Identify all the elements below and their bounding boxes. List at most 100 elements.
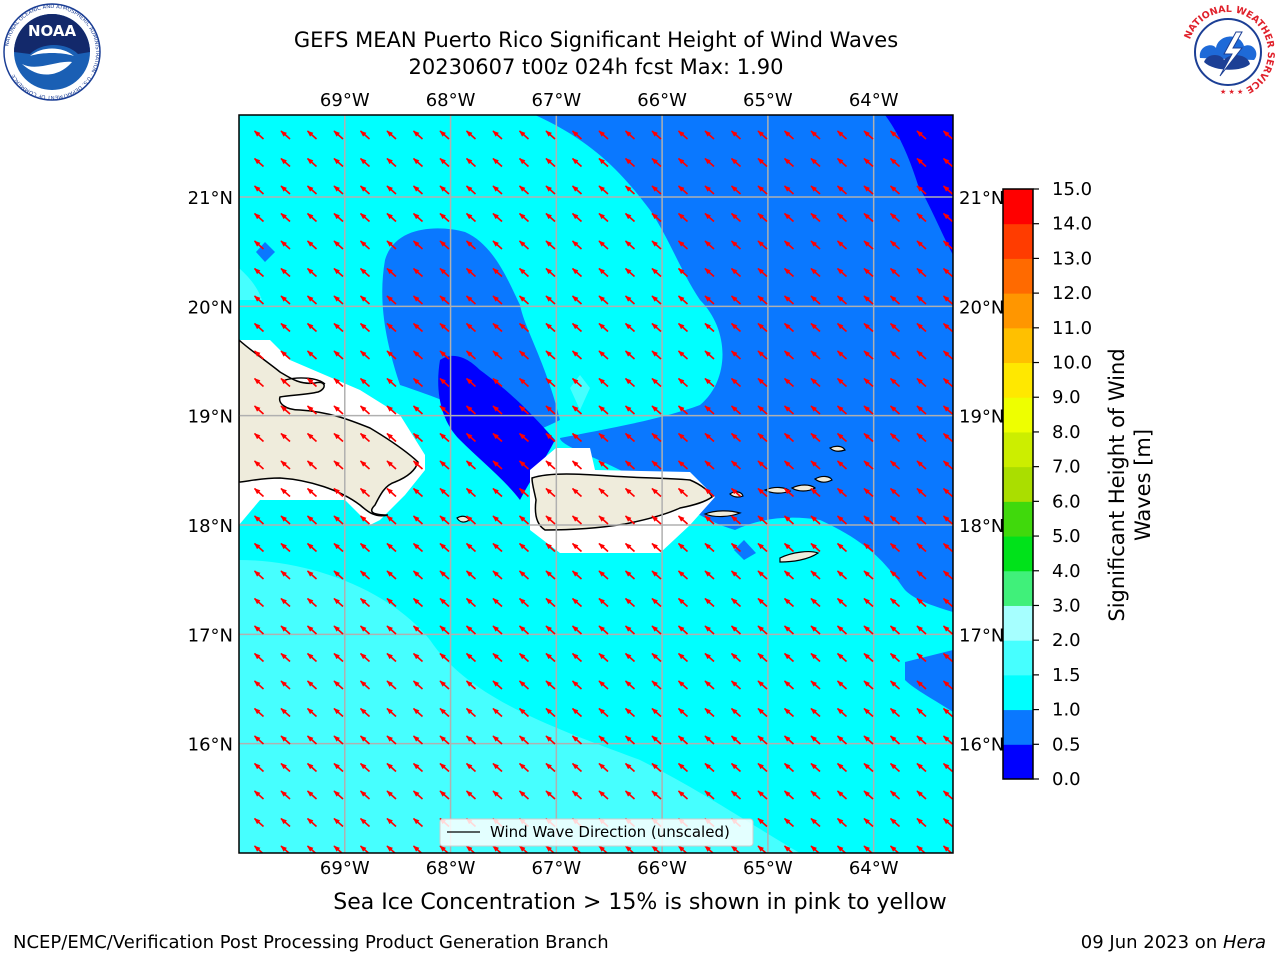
wave-direction-arrow	[889, 212, 901, 223]
colorbar-tick-label: 0.0	[1052, 769, 1081, 790]
wave-direction-arrow	[810, 570, 821, 580]
wave-direction-arrow	[386, 267, 397, 278]
wave-direction-arrow	[730, 707, 742, 718]
wave-direction-arrow	[942, 542, 953, 553]
wave-direction-arrow	[359, 707, 371, 718]
wave-direction-arrow	[412, 157, 424, 168]
wave-direction-arrow	[465, 680, 477, 690]
wave-direction-arrow	[386, 157, 397, 168]
wave-direction-arrow	[518, 460, 530, 470]
wave-direction-arrow	[916, 157, 927, 168]
wave-direction-arrow	[571, 460, 583, 470]
wave-direction-arrow	[280, 240, 291, 250]
wave-direction-arrow	[386, 735, 397, 745]
wave-direction-arrow	[545, 680, 556, 690]
wave-direction-arrow	[598, 487, 609, 498]
wave-direction-arrow	[942, 267, 953, 278]
wave-direction-arrow	[518, 652, 530, 663]
wave-direction-arrow	[757, 405, 768, 415]
wave-direction-arrow	[545, 377, 556, 388]
colorbar-segment	[1003, 570, 1033, 606]
wave-direction-arrow	[492, 405, 503, 415]
wave-direction-arrow	[810, 377, 821, 388]
wave-direction-arrow	[836, 515, 848, 525]
wave-direction-arrow	[836, 790, 848, 800]
wave-direction-arrow	[571, 432, 583, 443]
wave-direction-arrow	[492, 625, 503, 635]
wave-direction-arrow	[545, 322, 556, 333]
wave-direction-arrow	[942, 790, 953, 800]
wave-direction-arrow	[571, 322, 583, 333]
wave-direction-arrow	[253, 130, 265, 140]
wave-direction-arrow	[810, 185, 821, 195]
wave-direction-arrow	[651, 460, 662, 470]
wave-direction-arrow	[359, 735, 371, 745]
wave-direction-arrow	[677, 295, 689, 305]
wave-direction-arrow	[757, 460, 768, 470]
wave-direction-arrow	[545, 432, 556, 443]
wave-direction-arrow	[757, 515, 768, 525]
wave-direction-arrow	[492, 212, 503, 223]
wave-direction-arrow	[916, 597, 927, 608]
wave-direction-arrow	[253, 735, 265, 745]
wave-direction-arrow	[333, 487, 344, 498]
wave-direction-arrow	[836, 185, 848, 195]
wave-direction-arrow	[598, 735, 609, 745]
wave-direction-arrow	[571, 597, 583, 608]
wave-band-0.5-1-east	[535, 115, 953, 612]
wave-direction-arrow	[598, 157, 609, 168]
wave-direction-arrow	[492, 597, 503, 608]
wave-direction-arrow	[624, 570, 636, 580]
date-line: 09 Jun 2023 on Hera	[1081, 932, 1266, 953]
wave-direction-arrow	[836, 707, 848, 718]
lat-label-right: 19°N	[959, 407, 1004, 428]
wave-direction-arrow	[545, 212, 556, 223]
wave-direction-arrow	[465, 432, 477, 443]
wave-direction-arrow	[359, 377, 371, 388]
wave-direction-arrow	[333, 542, 344, 553]
wave-direction-arrow	[757, 350, 768, 360]
wave-direction-arrow	[359, 350, 371, 360]
wave-direction-arrow	[704, 322, 715, 333]
wave-direction-arrow	[439, 515, 450, 525]
wave-direction-arrow	[942, 212, 953, 223]
colorbar-tick-label: 1.5	[1052, 665, 1081, 686]
wave-direction-arrow	[518, 212, 530, 223]
date-text: 09 Jun 2023 on	[1080, 932, 1223, 953]
colorbar-segment	[1003, 466, 1033, 502]
wave-band-0-0.5-mona	[438, 355, 555, 500]
wave-direction-arrow	[677, 267, 689, 278]
wave-patch-d	[239, 268, 262, 300]
wave-direction-arrow	[412, 707, 424, 718]
wave-direction-arrow	[359, 212, 371, 223]
wave-direction-arrow	[863, 515, 874, 525]
wave-direction-arrow	[757, 790, 768, 800]
wave-direction-arrow	[836, 212, 848, 223]
wave-direction-arrow	[677, 542, 689, 553]
wave-direction-arrow	[889, 625, 901, 635]
wave-direction-arrow	[916, 735, 927, 745]
wave-direction-arrow	[545, 707, 556, 718]
wave-direction-arrow	[598, 542, 609, 553]
wave-direction-arrow	[306, 487, 318, 498]
wave-direction-arrow	[677, 350, 689, 360]
wave-direction-arrow	[518, 790, 530, 800]
wave-direction-arrow	[889, 377, 901, 388]
wave-direction-arrow	[624, 597, 636, 608]
wave-direction-arrow	[439, 212, 450, 223]
wave-direction-arrow	[571, 652, 583, 663]
wave-direction-arrow	[280, 762, 291, 773]
wave-direction-arrow	[730, 570, 742, 580]
wave-direction-arrow	[810, 460, 821, 470]
wave-direction-arrow	[651, 240, 662, 250]
wave-direction-arrow	[571, 707, 583, 718]
wave-band-0-0.5-northeast	[885, 115, 953, 255]
wave-direction-arrow	[916, 817, 927, 828]
legend-label: Wind Wave Direction (unscaled)	[490, 823, 730, 841]
wave-direction-arrow	[836, 405, 848, 415]
wave-direction-arrow	[333, 460, 344, 470]
wave-direction-arrow	[492, 460, 503, 470]
wave-direction-arrow	[651, 762, 662, 773]
wave-direction-arrow	[333, 707, 344, 718]
wave-direction-arrow	[677, 515, 689, 525]
